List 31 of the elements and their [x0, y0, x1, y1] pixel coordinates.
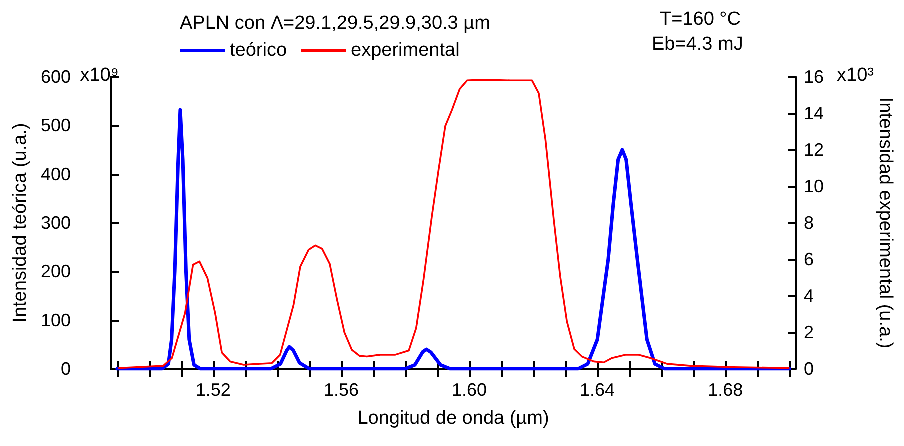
x-tick-label: 1.52 [196, 380, 231, 400]
y2-tick-label: 8 [804, 213, 814, 233]
x-tick-label: 1.64 [580, 380, 616, 400]
legend-label: teórico [230, 40, 288, 61]
y2-tick-label: 0 [804, 359, 814, 379]
chart-title: APLN con Λ=29.1,29.5,29.9,30.3 µm [180, 13, 490, 34]
x-tick-label: 1.60 [452, 380, 488, 400]
annotation: x10⁹ [80, 65, 120, 86]
y-tick-label: 500 [40, 116, 71, 136]
text: Eb=4.3 mJ [652, 34, 744, 55]
y-tick-label: 300 [40, 213, 71, 233]
x-axis-title: Longitud de onda (µm) [358, 408, 550, 429]
text: T=160 °C [660, 9, 742, 30]
y2-tick-label: 6 [804, 250, 814, 270]
y2-tick-label: 16 [804, 67, 824, 87]
y2-tick-label: 12 [804, 140, 824, 160]
y2-tick-label: 4 [804, 286, 814, 306]
y2-tick-label: 14 [804, 104, 824, 124]
y-tick-label: 600 [40, 67, 71, 87]
y-tick-label: 400 [40, 164, 71, 184]
legend-label: experimental [351, 40, 460, 61]
y-tick-label: 100 [40, 310, 71, 330]
x-tick-label: 1.68 [708, 380, 744, 400]
y2-axis-title: Intensidad experimental (u.a.) [875, 97, 896, 349]
y2-tick-label: 10 [804, 176, 824, 196]
y-tick-label: 200 [40, 262, 71, 282]
y-axis-title: Intensidad teórica (u.a.) [10, 123, 32, 323]
y-tick-label: 0 [60, 359, 71, 379]
text: x10³ [837, 65, 874, 86]
x-tick-label: 1.56 [324, 380, 359, 400]
y2-tick-label: 2 [804, 322, 814, 342]
